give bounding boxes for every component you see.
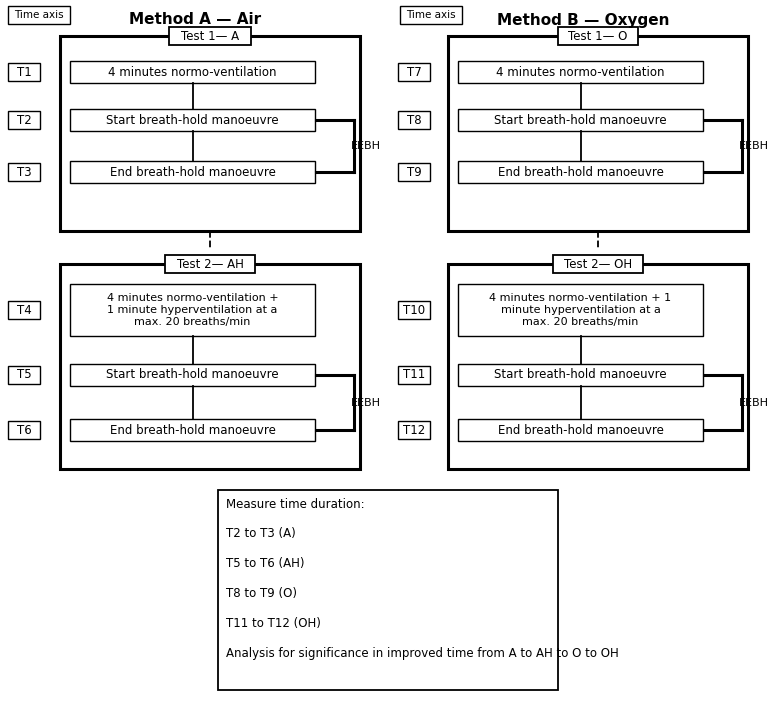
Bar xyxy=(558,27,638,45)
Text: End breath-hold manoeuvre: End breath-hold manoeuvre xyxy=(498,424,663,436)
Text: EEBH: EEBH xyxy=(351,141,381,151)
Text: End breath-hold manoeuvre: End breath-hold manoeuvre xyxy=(498,165,663,179)
Bar xyxy=(458,284,703,336)
Bar xyxy=(70,161,315,183)
Text: T11 to T12 (OH): T11 to T12 (OH) xyxy=(226,618,321,630)
Text: Test 1— A: Test 1— A xyxy=(181,30,239,42)
Text: Analysis for significance in improved time from A to AH to O to OH: Analysis for significance in improved ti… xyxy=(226,647,619,661)
Text: T2: T2 xyxy=(17,114,31,126)
Text: T8: T8 xyxy=(407,114,421,126)
Text: End breath-hold manoeuvre: End breath-hold manoeuvre xyxy=(110,424,275,436)
Text: T9: T9 xyxy=(407,165,421,179)
Bar xyxy=(448,36,748,231)
Text: T2 to T3 (A): T2 to T3 (A) xyxy=(226,527,296,541)
Bar xyxy=(398,163,430,181)
Bar xyxy=(458,419,703,441)
Text: T7: T7 xyxy=(407,66,421,78)
Bar xyxy=(8,111,40,129)
Bar xyxy=(8,366,40,384)
Bar xyxy=(165,255,255,273)
Text: T3: T3 xyxy=(17,165,31,179)
Text: Start breath-hold manoeuvre: Start breath-hold manoeuvre xyxy=(106,369,279,381)
Text: Time axis: Time axis xyxy=(407,10,456,20)
Text: Start breath-hold manoeuvre: Start breath-hold manoeuvre xyxy=(494,114,667,126)
Bar xyxy=(8,163,40,181)
Text: Start breath-hold manoeuvre: Start breath-hold manoeuvre xyxy=(494,369,667,381)
Bar xyxy=(398,366,430,384)
Bar xyxy=(398,421,430,439)
Bar xyxy=(70,61,315,83)
Text: 4 minutes normo-ventilation: 4 minutes normo-ventilation xyxy=(496,66,665,78)
Bar xyxy=(458,109,703,131)
Bar xyxy=(448,264,748,469)
Text: 4 minutes normo-ventilation +
1 minute hyperventilation at a
max. 20 breaths/min: 4 minutes normo-ventilation + 1 minute h… xyxy=(107,294,278,327)
Bar xyxy=(8,301,40,319)
Text: Measure time duration:: Measure time duration: xyxy=(226,498,364,510)
Bar xyxy=(398,301,430,319)
Text: T12: T12 xyxy=(403,424,425,436)
Bar xyxy=(458,61,703,83)
Bar xyxy=(218,490,558,690)
Bar xyxy=(398,63,430,81)
Text: Method A — Air: Method A — Air xyxy=(129,13,261,28)
Text: EEBH: EEBH xyxy=(739,141,767,151)
Bar xyxy=(8,6,70,24)
Bar xyxy=(398,111,430,129)
Bar xyxy=(169,27,251,45)
Text: Method B — Oxygen: Method B — Oxygen xyxy=(497,13,670,28)
Text: Start breath-hold manoeuvre: Start breath-hold manoeuvre xyxy=(106,114,279,126)
Text: EEBH: EEBH xyxy=(351,397,381,407)
Text: T5: T5 xyxy=(17,369,31,381)
Text: T1: T1 xyxy=(17,66,31,78)
Bar xyxy=(70,364,315,386)
Text: T8 to T9 (O): T8 to T9 (O) xyxy=(226,587,297,601)
Bar xyxy=(458,364,703,386)
Text: Test 2— AH: Test 2— AH xyxy=(176,258,243,270)
Text: T6: T6 xyxy=(17,424,31,436)
Text: T4: T4 xyxy=(17,304,31,316)
Bar xyxy=(70,109,315,131)
Bar xyxy=(70,284,315,336)
Text: 4 minutes normo-ventilation: 4 minutes normo-ventilation xyxy=(108,66,277,78)
Bar xyxy=(8,421,40,439)
Text: T11: T11 xyxy=(403,369,425,381)
Text: 4 minutes normo-ventilation + 1
minute hyperventilation at a
max. 20 breaths/min: 4 minutes normo-ventilation + 1 minute h… xyxy=(489,294,672,327)
Text: Test 2— OH: Test 2— OH xyxy=(564,258,632,270)
Text: Test 1— O: Test 1— O xyxy=(568,30,627,42)
Bar xyxy=(8,63,40,81)
Text: EEBH: EEBH xyxy=(739,397,767,407)
Bar xyxy=(60,36,360,231)
Text: End breath-hold manoeuvre: End breath-hold manoeuvre xyxy=(110,165,275,179)
Bar xyxy=(60,264,360,469)
Bar xyxy=(553,255,643,273)
Text: T10: T10 xyxy=(403,304,425,316)
Text: T5 to T6 (AH): T5 to T6 (AH) xyxy=(226,558,304,570)
Text: Time axis: Time axis xyxy=(14,10,64,20)
Bar xyxy=(400,6,462,24)
Bar xyxy=(458,161,703,183)
Bar xyxy=(70,419,315,441)
